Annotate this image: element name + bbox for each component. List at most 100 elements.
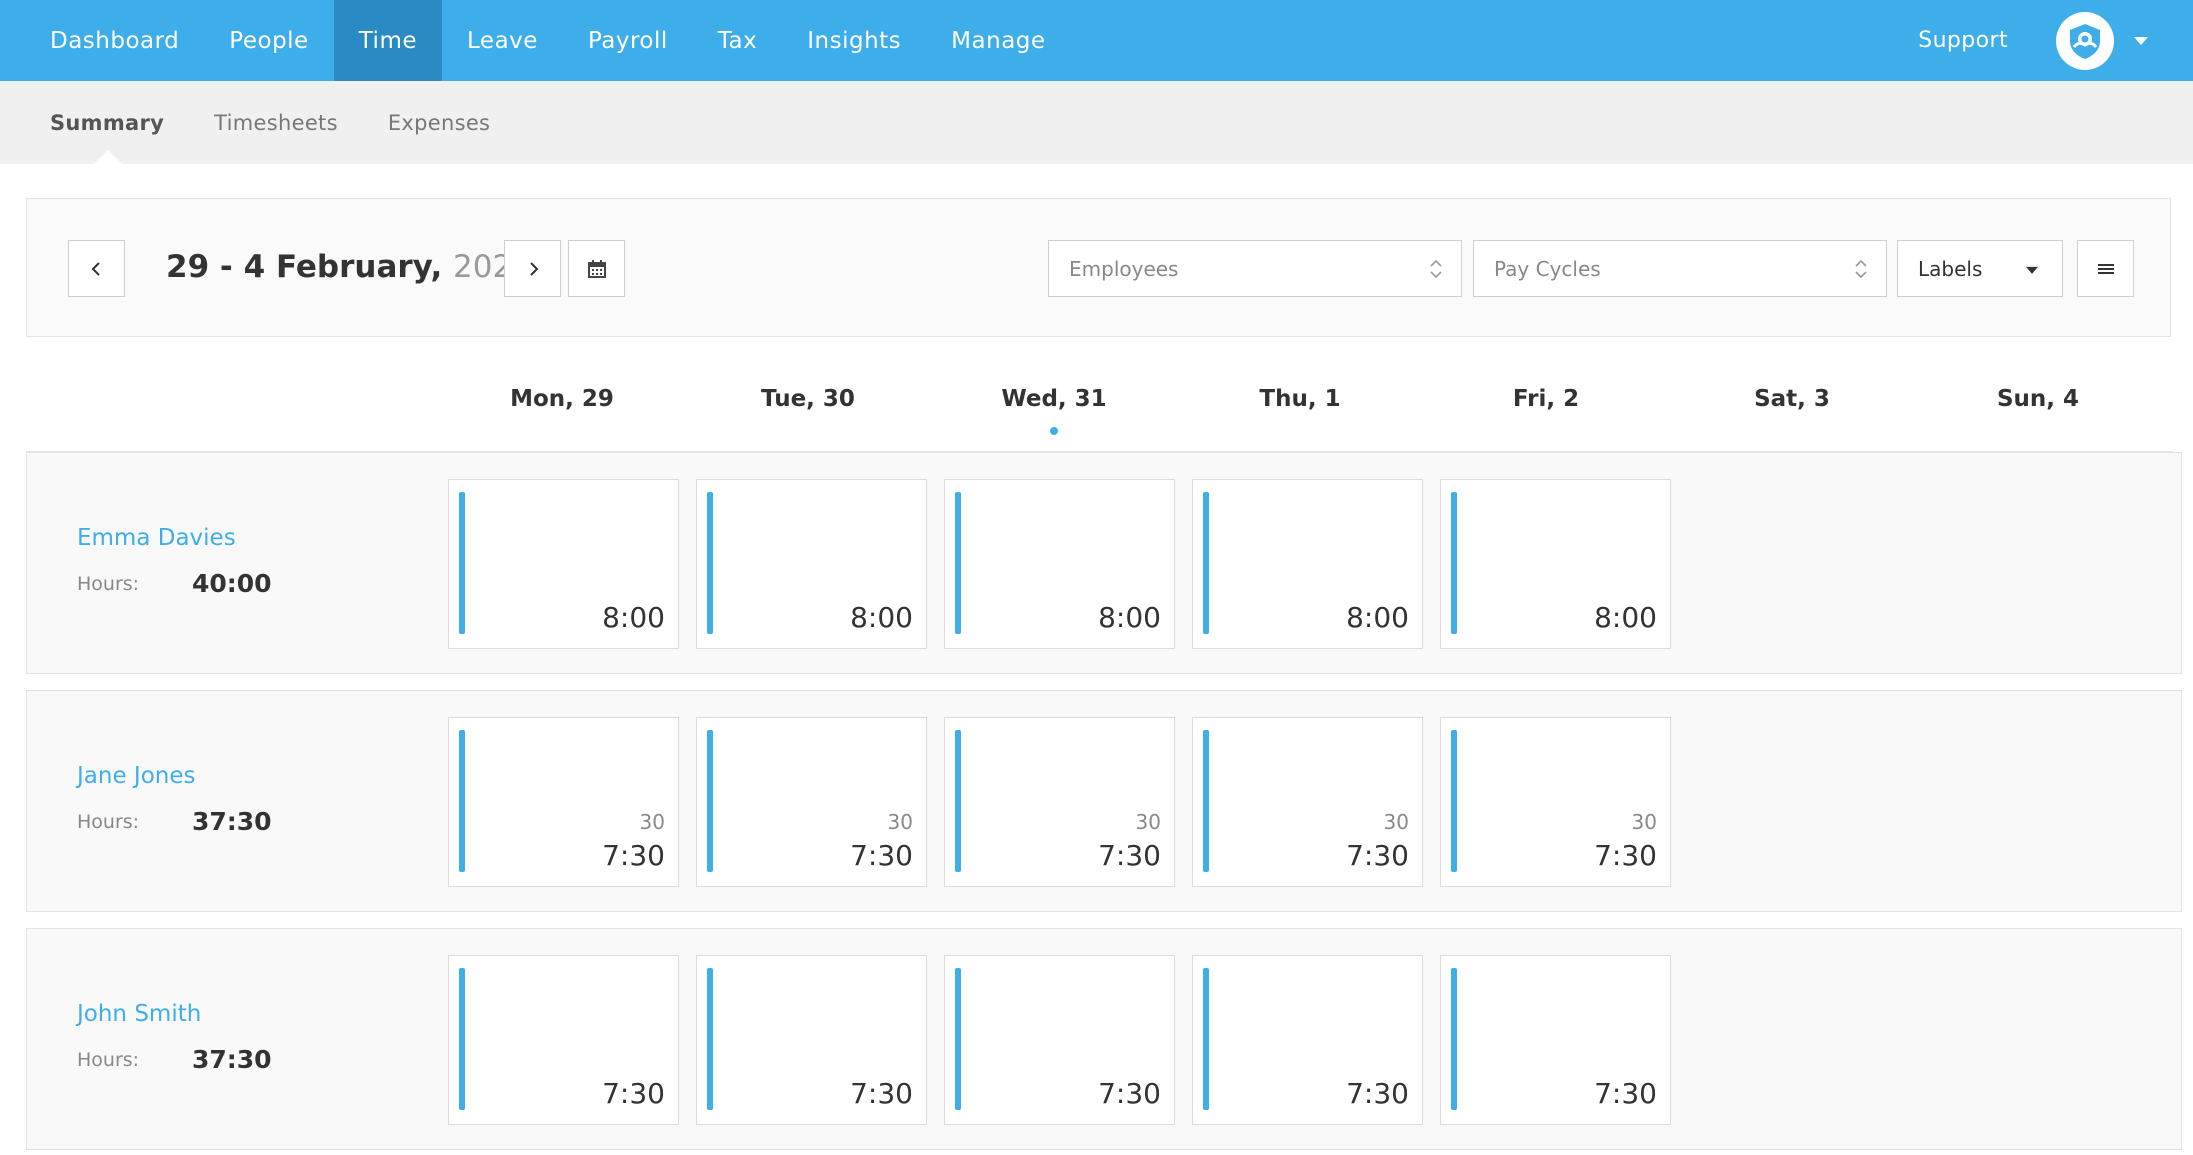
day-entry-card[interactable]: 7:30: [448, 955, 679, 1125]
entry-hours: 7:30: [1346, 839, 1409, 872]
account-menu-caret[interactable]: [2134, 36, 2148, 45]
entry-hours: 7:30: [602, 839, 665, 872]
day-entry-card[interactable]: 7:30: [1192, 955, 1423, 1125]
day-header-thu: Thu, 1: [1259, 386, 1341, 412]
calendar-icon: [587, 259, 606, 278]
date-toolbar: 29 - 4 February, 2024 Employees Pay Cycl…: [26, 198, 2171, 337]
entry-bar: [955, 730, 961, 872]
entry-bar: [1203, 730, 1209, 872]
support-link[interactable]: Support: [1918, 28, 2008, 53]
employee-name[interactable]: John Smith: [77, 1001, 202, 1027]
day-entry-card[interactable]: 8:00: [448, 479, 679, 649]
entry-bar: [1203, 968, 1209, 1110]
chevron-right-icon: [529, 261, 538, 276]
top-navigation: Dashboard People Time Leave Payroll Tax …: [0, 0, 2193, 81]
entry-bar: [459, 968, 465, 1110]
nav-people[interactable]: People: [229, 27, 309, 54]
day-entry-card[interactable]: 8:00: [1192, 479, 1423, 649]
entry-bar: [1451, 730, 1457, 872]
hamburger-menu-icon: [2097, 263, 2114, 274]
pay-cycles-select[interactable]: Pay Cycles: [1473, 240, 1887, 297]
tab-summary[interactable]: Summary: [0, 81, 189, 164]
day-entry-card[interactable]: 7:30: [696, 955, 927, 1125]
entry-hours: 7:30: [1098, 839, 1161, 872]
date-range-text: 29 - 4 February,: [166, 249, 443, 285]
day-header-wed: Wed, 31: [1001, 386, 1107, 412]
entry-hours: 8:00: [850, 601, 913, 634]
entry-bar: [459, 730, 465, 872]
today-indicator: [1050, 427, 1058, 435]
day-header-fri: Fri, 2: [1512, 386, 1580, 412]
entry-hours: 8:00: [1098, 601, 1161, 634]
entry-bar: [707, 730, 713, 872]
employees-select-placeholder: Employees: [1069, 256, 1179, 281]
nav-leave[interactable]: Leave: [467, 27, 538, 54]
day-entry-card[interactable]: 8:00: [696, 479, 927, 649]
nav-manage[interactable]: Manage: [951, 27, 1046, 54]
day-entry-card[interactable]: 30 7:30: [448, 717, 679, 887]
day-entry-card[interactable]: 30 7:30: [944, 717, 1175, 887]
entry-hours: 7:30: [1594, 1077, 1657, 1110]
day-header-mon: Mon, 29: [510, 386, 614, 412]
entry-break: 30: [887, 810, 913, 834]
entry-break: 30: [1383, 810, 1409, 834]
nav-time[interactable]: Time: [333, 0, 443, 81]
day-entry-card[interactable]: 8:00: [944, 479, 1175, 649]
calendar-button[interactable]: [568, 240, 625, 297]
labels-dropdown-label: Labels: [1918, 256, 1983, 281]
hours-label: Hours:: [77, 1049, 140, 1071]
entry-bar: [955, 492, 961, 634]
tab-expenses[interactable]: Expenses: [387, 110, 491, 135]
employees-select[interactable]: Employees: [1048, 240, 1462, 297]
employee-row: Emma Davies Hours: 40:00 8:00 8:00 8:00 …: [26, 452, 2182, 674]
sort-arrows-icon: [1430, 259, 1442, 278]
tab-timesheets[interactable]: Timesheets: [214, 110, 338, 135]
entry-bar: [1203, 492, 1209, 634]
employee-row: Jane Jones Hours: 37:30 30 7:30 30 7:30 30…: [26, 690, 2182, 912]
nav-payroll[interactable]: Payroll: [587, 27, 668, 54]
hours-label: Hours:: [77, 811, 140, 833]
entry-hours: 8:00: [602, 601, 665, 634]
employee-row: John Smith Hours: 37:30 7:30 7:30 7:30 7…: [26, 928, 2182, 1150]
header-divider: [26, 451, 2173, 452]
caret-down-icon: [2026, 266, 2038, 274]
day-entry-card[interactable]: 7:30: [1440, 955, 1671, 1125]
entry-hours: 7:30: [1346, 1077, 1409, 1110]
employee-name[interactable]: Emma Davies: [77, 525, 236, 551]
day-entry-card[interactable]: 30 7:30: [1192, 717, 1423, 887]
shield-user-icon: [2070, 23, 2100, 59]
entry-hours: 7:30: [850, 839, 913, 872]
day-header-tue: Tue, 30: [761, 386, 855, 412]
day-entry-card[interactable]: 8:00: [1440, 479, 1671, 649]
entry-break: 30: [1631, 810, 1657, 834]
employee-name[interactable]: Jane Jones: [77, 763, 196, 789]
next-week-button[interactable]: [504, 240, 561, 297]
day-entry-card[interactable]: 7:30: [944, 955, 1175, 1125]
day-entry-card[interactable]: 30 7:30: [1440, 717, 1671, 887]
entry-break: 30: [1135, 810, 1161, 834]
entry-bar: [707, 492, 713, 634]
day-header-sun: Sun, 4: [1996, 386, 2080, 412]
nav-insights[interactable]: Insights: [807, 27, 902, 54]
entry-bar: [1451, 968, 1457, 1110]
chevron-left-icon: [91, 261, 100, 276]
entry-hours: 7:30: [602, 1077, 665, 1110]
hours-label: Hours:: [77, 573, 140, 595]
nav-dashboard[interactable]: Dashboard: [50, 27, 180, 54]
nav-tax[interactable]: Tax: [717, 27, 758, 54]
labels-dropdown[interactable]: Labels: [1897, 240, 2063, 297]
menu-button[interactable]: [2077, 240, 2134, 297]
sort-arrows-icon: [1855, 259, 1867, 278]
entry-hours: 8:00: [1346, 601, 1409, 634]
day-entry-card[interactable]: 30 7:30: [696, 717, 927, 887]
previous-week-button[interactable]: [68, 240, 125, 297]
hours-total: 37:30: [192, 1045, 272, 1074]
sub-navigation: Summary Timesheets Expenses: [0, 81, 2193, 164]
hours-total: 40:00: [192, 569, 272, 598]
entry-hours: 8:00: [1594, 601, 1657, 634]
day-header-sat: Sat, 3: [1754, 386, 1830, 412]
avatar[interactable]: [2056, 11, 2114, 70]
entry-break: 30: [639, 810, 665, 834]
entry-bar: [955, 968, 961, 1110]
entry-hours: 7:30: [1594, 839, 1657, 872]
